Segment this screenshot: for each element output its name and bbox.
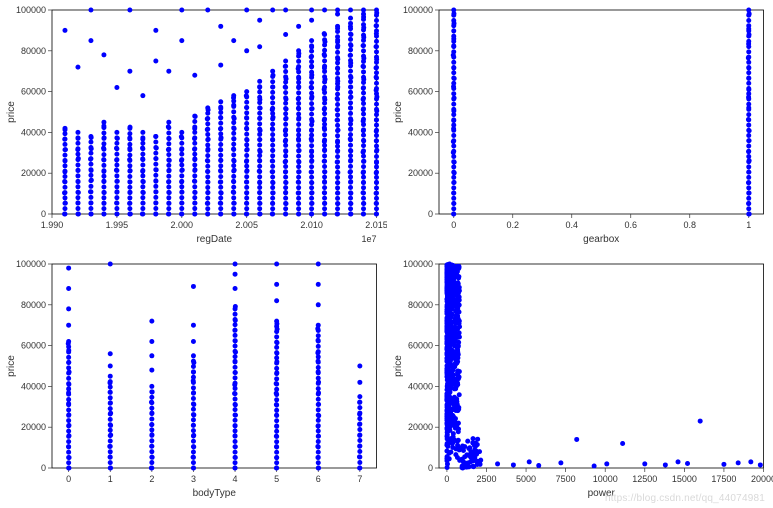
xtick-label: 6 <box>316 474 321 484</box>
ytick-label: 0 <box>41 463 46 473</box>
xtick-label: 2.005 <box>235 220 258 230</box>
xlabel: power <box>587 488 615 499</box>
xtick-label: 1 <box>108 474 113 484</box>
ytick-label: 60000 <box>407 341 432 351</box>
scatter-plot-bodyType: 0 1 2 3 4 5 6 7 0 20000 40000 60000 80000 100000 bodyT… <box>0 254 387 508</box>
xtick-label: 0.2 <box>506 220 519 230</box>
ytick-label: 80000 <box>21 300 46 310</box>
x-exp-label: 1e7 <box>361 234 376 244</box>
chart-grid: 1.9901.9952.0002.0052.0102.0150200004000… <box>0 0 773 508</box>
ytick-label: 80000 <box>21 46 46 56</box>
panel-bodytype: 0 1 2 3 4 5 6 7 0 20000 40000 60000 80000 100000 bodyT… <box>0 254 387 508</box>
ytick-label: 0 <box>427 463 432 473</box>
xtick-label: 0 <box>66 474 71 484</box>
ytick-label: 80000 <box>407 46 432 56</box>
ytick-label: 80000 <box>407 300 432 310</box>
xtick-label: 7 <box>357 474 362 484</box>
ytick-label: 100000 <box>402 5 432 15</box>
xlabel: gearbox <box>583 234 619 245</box>
xtick-label: 1 <box>746 220 751 230</box>
xtick-label: 2500 <box>476 474 496 484</box>
ytick-label: 20000 <box>21 168 46 178</box>
ytick-label: 20000 <box>21 422 46 432</box>
ytick-label: 60000 <box>21 341 46 351</box>
xtick-label: 7500 <box>555 474 575 484</box>
xtick-label: 2.010 <box>300 220 323 230</box>
xtick-label: 10000 <box>592 474 617 484</box>
xtick-label: 2.000 <box>171 220 194 230</box>
scatter-points <box>62 8 379 217</box>
ylabel: price <box>6 101 17 123</box>
ylabel: price <box>6 355 17 377</box>
ytick-label: 100000 <box>16 259 46 269</box>
xtick-label: 2 <box>149 474 154 484</box>
xtick-label: 1.990 <box>41 220 64 230</box>
xtick-label: 20000 <box>750 474 773 484</box>
xtick-label: 0.6 <box>624 220 637 230</box>
scatter-points <box>66 262 363 471</box>
ytick-label: 40000 <box>407 381 432 391</box>
ylabel: price <box>393 101 404 123</box>
xlabel: bodyType <box>193 488 237 499</box>
ytick-label: 60000 <box>21 87 46 97</box>
xtick-label: 5 <box>274 474 279 484</box>
ytick-label: 40000 <box>407 127 432 137</box>
xtick-label: 0 <box>444 474 449 484</box>
xlabel: regDate <box>196 234 232 245</box>
ytick-label: 0 <box>41 209 46 219</box>
xtick-label: 0 <box>451 220 456 230</box>
ytick-label: 40000 <box>21 127 46 137</box>
panel-gearbox: 0 0.2 0.4 0.6 0.8 1 0 20000 40000 60000 80000 10000… <box>387 0 773 254</box>
xtick-label: 1.995 <box>106 220 129 230</box>
ytick-label: 20000 <box>407 422 432 432</box>
xtick-label: 2.015 <box>365 220 386 230</box>
ytick-label: 60000 <box>407 87 432 97</box>
panel-power: 0 2500 5000 7500 10000 12500 15000 17500 20000 0 2… <box>387 254 773 508</box>
scatter-plot-gearbox: 0 0.2 0.4 0.6 0.8 1 0 20000 40000 60000 80000 10000… <box>387 0 773 254</box>
ylabel: price <box>393 355 404 377</box>
xtick-label: 12500 <box>632 474 657 484</box>
xtick-label: 0.4 <box>565 220 578 230</box>
xtick-label: 15000 <box>671 474 696 484</box>
scatter-plot-regDate: 1.990 1.995 2.000 2.005 2.010 2.015 0 20000 4000… <box>0 0 387 254</box>
scatter-points <box>450 8 751 217</box>
xtick-label: 4 <box>233 474 238 484</box>
ytick-label: 40000 <box>21 381 46 391</box>
ytick-label: 0 <box>427 209 432 219</box>
panel-regdate: 1.990 1.995 2.000 2.005 2.010 2.015 0 20000 4000… <box>0 0 387 254</box>
ytick-label: 20000 <box>407 168 432 178</box>
xtick-label: 5000 <box>516 474 536 484</box>
ytick-label: 100000 <box>402 259 432 269</box>
scatter-points <box>444 262 762 471</box>
ytick-label: 100000 <box>16 5 46 15</box>
scatter-plot-power: 0 2500 5000 7500 10000 12500 15000 17500 20000 0 2… <box>387 254 773 508</box>
xtick-label: 3 <box>191 474 196 484</box>
xtick-label: 17500 <box>711 474 736 484</box>
xtick-label: 0.8 <box>683 220 696 230</box>
